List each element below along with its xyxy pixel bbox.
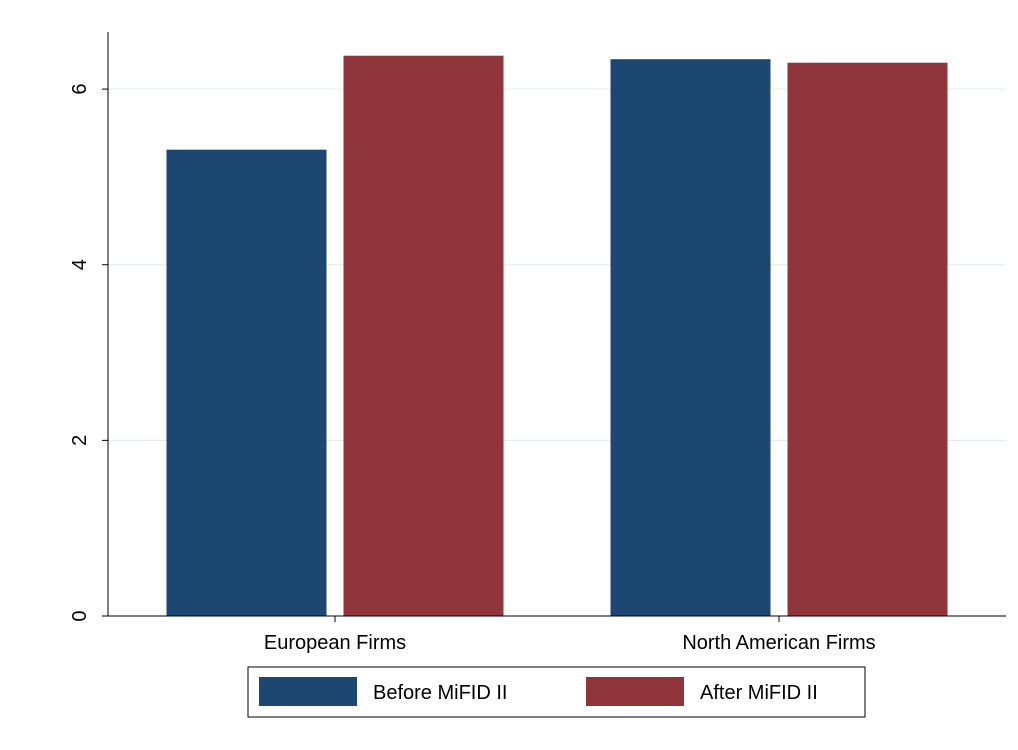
legend-swatch-1 [586,677,684,706]
x-tick-label: European Firms [264,632,406,654]
y-tick-label: 0 [69,610,91,621]
bar-0-0 [166,149,327,616]
y-tick-label: 2 [69,435,91,446]
x-tick-label: North American Firms [682,632,875,654]
x-axis-ticks: European Firms North American Firms [264,616,876,654]
bars [166,55,948,617]
legend: Before MiFID II After MiFID II [247,666,866,718]
y-tick-label: 4 [69,259,91,270]
legend-label-1: After MiFID II [700,682,818,704]
y-axis-ticks: 0 2 4 6 [69,84,108,622]
bar-1-1 [787,62,948,617]
legend-label-0: Before MiFID II [373,682,507,704]
bar-1-0 [343,55,504,616]
bar-0-1 [610,59,771,616]
legend-items: Before MiFID II After MiFID II [259,677,818,706]
y-tick-label: 6 [69,84,91,95]
legend-swatch-0 [259,677,357,706]
